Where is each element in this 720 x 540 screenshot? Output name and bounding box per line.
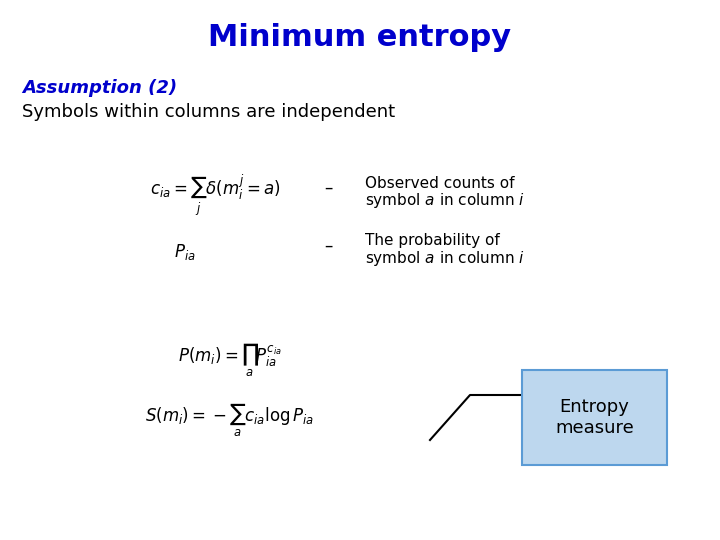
Text: –: – <box>324 179 332 197</box>
Text: symbol $a$ in column $i$: symbol $a$ in column $i$ <box>365 248 525 267</box>
Text: –: – <box>324 237 332 255</box>
FancyBboxPatch shape <box>522 370 667 465</box>
Text: Minimum entropy: Minimum entropy <box>208 24 512 52</box>
Text: Symbols within columns are independent: Symbols within columns are independent <box>22 103 395 121</box>
Text: $c_{ia} = \sum_{j} \delta(m_i^j = a)$: $c_{ia} = \sum_{j} \delta(m_i^j = a)$ <box>150 173 280 219</box>
Text: $P_{ia}$: $P_{ia}$ <box>174 242 196 262</box>
Text: Entropy
measure: Entropy measure <box>555 398 634 437</box>
Text: The probability of: The probability of <box>365 233 500 248</box>
Text: Assumption (2): Assumption (2) <box>22 79 177 97</box>
Text: $S(m_i) = -\sum_{a} c_{ia} \log P_{ia}$: $S(m_i) = -\sum_{a} c_{ia} \log P_{ia}$ <box>145 401 315 438</box>
Text: $P(m_i) = \prod_{a} P_{ia}^{c_{ia}}$: $P(m_i) = \prod_{a} P_{ia}^{c_{ia}}$ <box>178 341 282 379</box>
Text: symbol $a$ in column $i$: symbol $a$ in column $i$ <box>365 191 525 210</box>
Text: Observed counts of: Observed counts of <box>365 176 515 191</box>
